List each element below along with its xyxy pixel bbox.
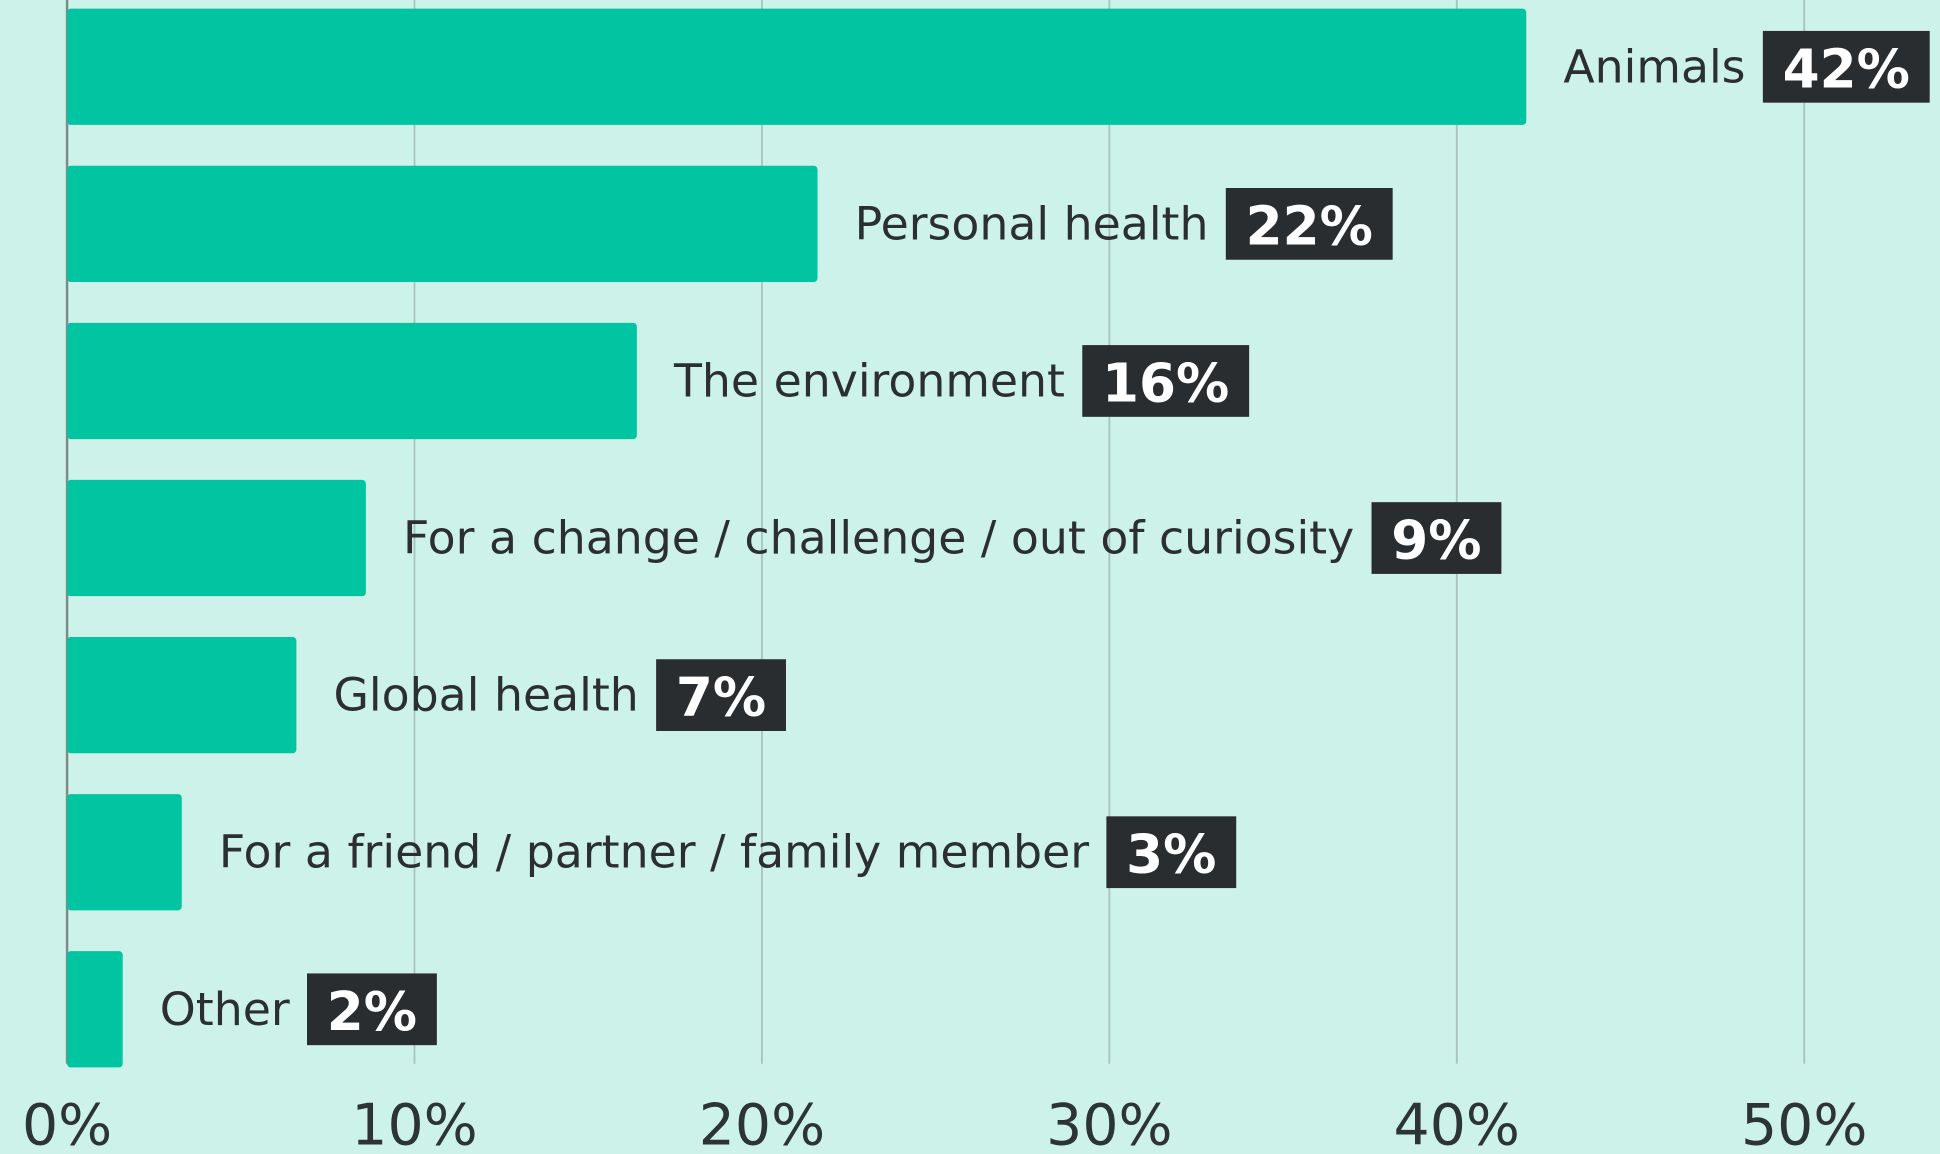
bar: [67, 794, 182, 911]
value-label: 9%: [1391, 510, 1481, 572]
value-label: 16%: [1102, 352, 1229, 414]
x-tick-label: 20%: [699, 1093, 825, 1154]
bar: [67, 165, 818, 283]
value-label: 22%: [1246, 195, 1373, 257]
category-label: Global health: [333, 669, 638, 722]
bar: [67, 322, 637, 440]
value-label: 7%: [676, 667, 766, 729]
bar: [67, 636, 297, 754]
category-label: Personal health: [855, 197, 1209, 250]
x-tick-label: 50%: [1741, 1093, 1867, 1154]
bar: [67, 479, 366, 597]
category-label: For a friend / partner / family member: [219, 826, 1089, 879]
value-label-box: [1225, 188, 1393, 260]
value-label: 3%: [1126, 824, 1216, 886]
x-tick-label: 0%: [22, 1093, 112, 1154]
category-label: For a change / challenge / out of curios…: [403, 512, 1354, 565]
category-label: Other: [160, 983, 290, 1036]
x-tick-label: 40%: [1394, 1093, 1520, 1154]
bar: [67, 8, 1527, 125]
value-label: 2%: [327, 981, 417, 1043]
x-tick-label: 30%: [1046, 1093, 1172, 1154]
bar: [67, 951, 123, 1068]
x-tick-label: 10%: [351, 1093, 477, 1154]
value-label-box: [656, 659, 786, 731]
category-label: Animals: [1563, 40, 1745, 93]
value-label-box: [1082, 345, 1250, 417]
value-label-box: [1371, 502, 1502, 574]
value-label: 42%: [1783, 38, 1910, 100]
value-label-box: [1106, 816, 1237, 889]
category-label: The environment: [673, 354, 1065, 407]
value-label-box: [307, 973, 437, 1046]
value-label-box: [1762, 30, 1930, 103]
